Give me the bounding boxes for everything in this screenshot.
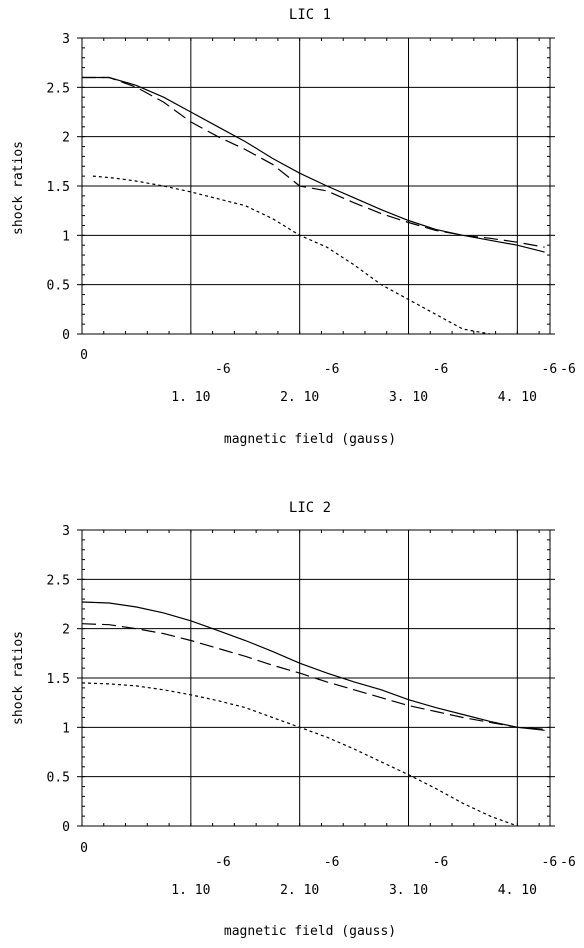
chart-lic-1: LIC 1 shock ratios magnetic field (gauss… [11, 7, 576, 447]
y-tick-label: 2.5 [47, 573, 70, 588]
x-tick-label: 3. 10 [389, 883, 428, 898]
y-tick-label: 2 [62, 131, 70, 146]
plot-area: 0 0.5 1 1.5 2 2.5 3 0 -6 1. 10 -6 2. 10 -6 3. 10 -6 4. … [47, 524, 576, 898]
x-tick-exponent: -6 [542, 362, 558, 377]
y-tick-label: 2.5 [47, 81, 70, 96]
y-tick-label: 1 [62, 229, 70, 244]
y-tick-label: 3 [62, 524, 70, 539]
x-tick-exponent: -6 [542, 855, 558, 870]
x-tick-label: 2. 10 [280, 390, 319, 405]
x-tick-exponent: -6 [324, 362, 340, 377]
x-tick-label: 4. 10 [498, 883, 537, 898]
x-tick-exponent: -6 [433, 855, 449, 870]
x-tick-label: 0 [80, 348, 88, 363]
series-line-solid [81, 601, 545, 731]
y-tick-label: 2 [62, 623, 70, 638]
chart-title: LIC 1 [289, 7, 331, 23]
y-tick-label: 0.5 [47, 771, 70, 786]
y-axis-label: shock ratios [11, 631, 26, 725]
x-tick-label: 2. 10 [280, 883, 319, 898]
x-tick-exponent: -6 [433, 362, 449, 377]
series-line-dashed [82, 76, 545, 248]
y-tick-label: 0 [62, 328, 70, 343]
chart-lic-2: LIC 2 shock ratios magnetic field (gauss… [11, 500, 576, 939]
x-axis-label: magnetic field (gauss) [224, 924, 396, 939]
x-tick-exponent: -6 [215, 855, 231, 870]
y-tick-label: 1 [62, 721, 70, 736]
y-tick-label: 1.5 [47, 180, 70, 195]
x-tick-label: 0 [80, 841, 88, 856]
y-tick-label: 0.5 [47, 279, 70, 294]
plot-frame [81, 37, 551, 335]
x-axis-label: magnetic field (gauss) [224, 432, 396, 447]
y-axis-label: shock ratios [11, 141, 26, 235]
y-tick-label: 3 [62, 32, 70, 47]
x-tick-label: 3. 10 [389, 390, 428, 405]
x-tick-label: 4. 10 [498, 390, 537, 405]
series-line-dotted [81, 682, 518, 827]
x-tick-exponent: -6 [560, 362, 576, 377]
x-tick-label: 1. 10 [171, 390, 210, 405]
x-tick-exponent: -6 [560, 855, 576, 870]
x-tick-exponent: -6 [324, 855, 340, 870]
x-tick-exponent: -6 [215, 362, 231, 377]
y-tick-label: 1.5 [47, 672, 70, 687]
x-tick-label: 1. 10 [171, 883, 210, 898]
chart-title: LIC 2 [289, 500, 331, 516]
plot-frame [81, 529, 551, 827]
plot-area: 0 0.5 1 1.5 2 2.5 3 0 -6 1. 10 -6 2. 10 -6 3. 10 -6 4. … [47, 32, 576, 405]
y-tick-label: 0 [62, 820, 70, 835]
